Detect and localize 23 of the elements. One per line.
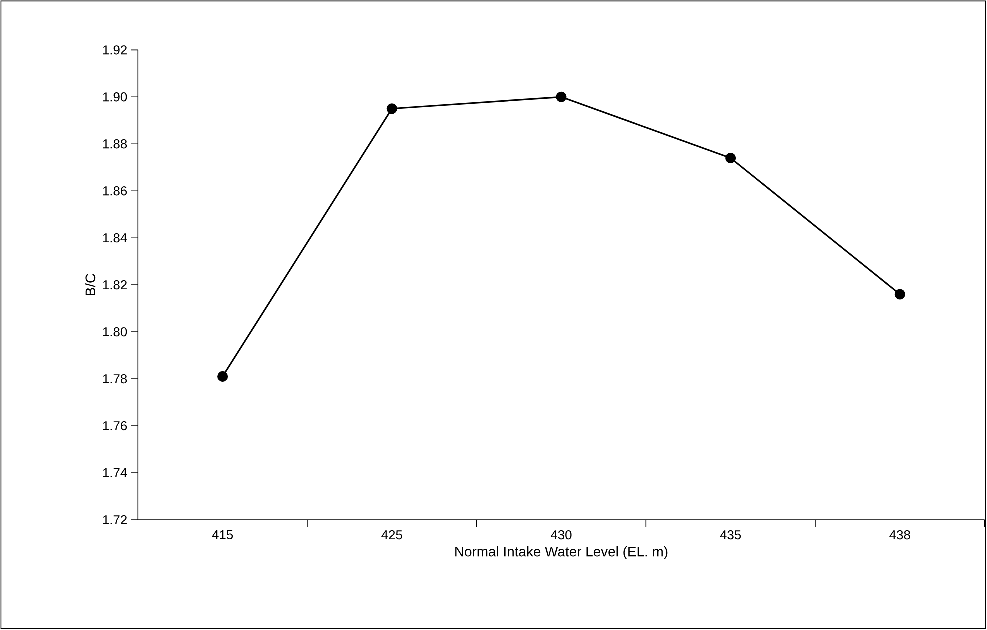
y-tick-label: 1.88 [103,139,128,149]
y-axis-title: B/C [85,274,96,296]
x-axis-title: Normal Intake Water Level (EL. m) [456,546,668,560]
y-tick-label: 1.82 [103,280,127,290]
point [894,289,906,300]
point [726,152,736,164]
y-tick-label: 1.80 [103,327,128,337]
x-tick-label: 430 [550,530,572,540]
y-tick-label: 1.72 [103,515,127,524]
y-tick-label: 1.90 [103,92,128,102]
y-tick-label: 1.76 [103,421,128,431]
x-tick-label: 415 [212,530,234,540]
y-tick-label: 1.92 [103,46,127,55]
point [218,371,228,382]
x-tick-label: 438 [890,530,910,540]
y-tick-label: 1.78 [103,374,128,384]
point [556,92,567,102]
y-tick-label: 1.86 [103,186,128,196]
point [386,104,398,114]
x-tick-label: 425 [382,530,402,540]
y-tick-label: 1.74 [103,468,128,478]
y-tick-label: 1.84 [103,233,128,243]
x-tick-label: 435 [720,530,742,540]
